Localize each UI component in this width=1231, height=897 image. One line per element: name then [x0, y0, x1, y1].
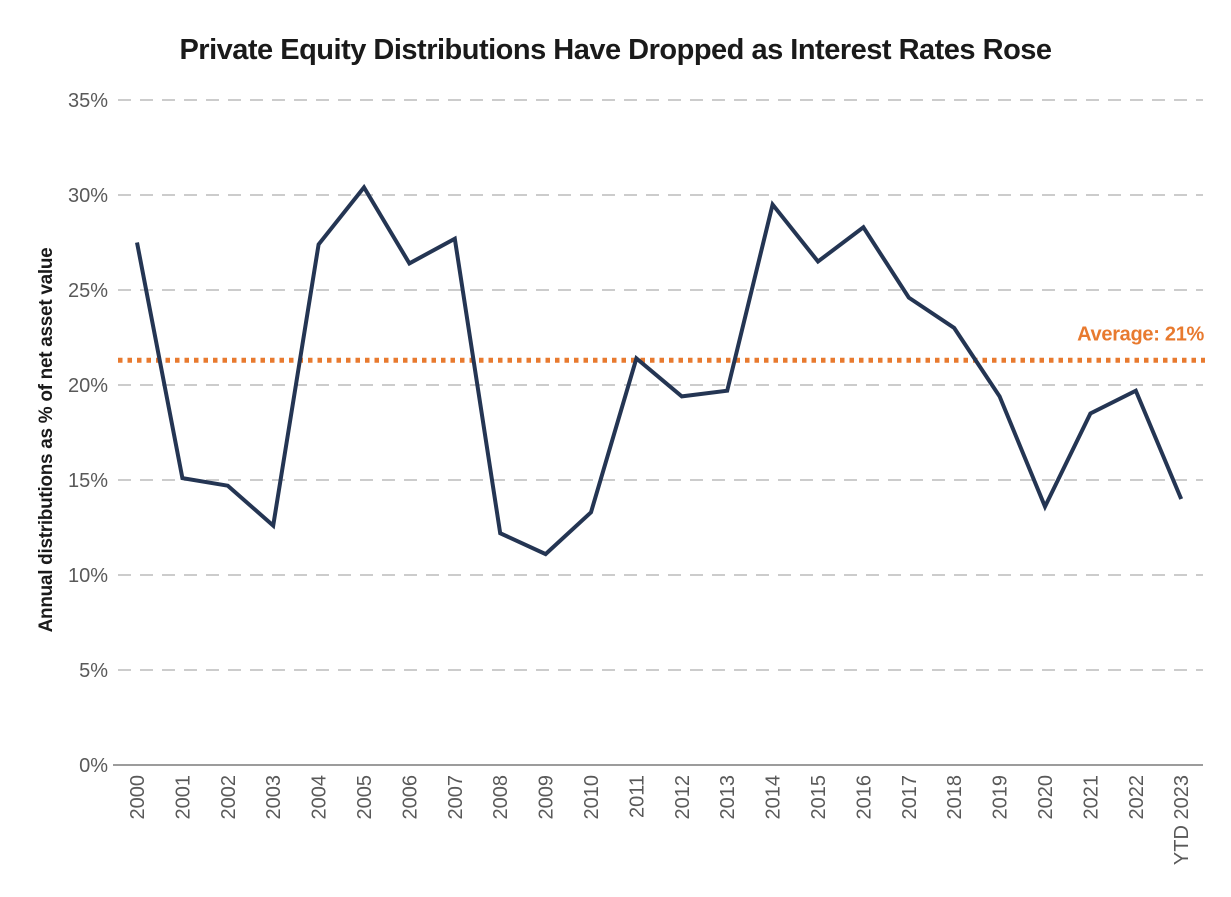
x-tick-label: 2005 — [354, 775, 376, 820]
x-tick-label: 2010 — [581, 775, 603, 820]
x-tick-label: 2006 — [399, 775, 421, 820]
y-tick-label: 5% — [79, 660, 108, 682]
x-tick-label: YTD 2023 — [1171, 775, 1193, 865]
y-tick-label: 35% — [68, 90, 108, 112]
x-tick-label: 2004 — [309, 775, 331, 820]
y-axis-title: Annual distributions as % of net asset v… — [36, 248, 57, 633]
x-tick-label: 2013 — [717, 775, 739, 820]
x-tick-label: 2020 — [1035, 775, 1057, 820]
y-tick-label: 0% — [79, 755, 108, 777]
y-tick-label: 20% — [68, 375, 108, 397]
x-tick-label: 2000 — [127, 775, 149, 820]
x-tick-label: 2007 — [445, 775, 467, 820]
x-tick-label: 2008 — [490, 775, 512, 820]
x-tick-label: 2011 — [626, 775, 648, 818]
x-tick-label: 2022 — [1126, 775, 1148, 820]
x-tick-label: 2019 — [990, 775, 1012, 820]
x-tick-label: 2014 — [763, 775, 785, 820]
x-tick-label: 2012 — [672, 775, 694, 820]
x-tick-label: 2009 — [536, 775, 558, 820]
y-tick-label: 10% — [68, 565, 108, 587]
x-tick-label: 2003 — [263, 775, 285, 820]
y-tick-label: 30% — [68, 185, 108, 207]
x-tick-label: 2018 — [944, 775, 966, 820]
x-tick-label: 2017 — [899, 775, 921, 820]
x-tick-label: 2021 — [1080, 775, 1102, 820]
average-label: Average: 21% — [1077, 323, 1204, 345]
y-tick-label: 25% — [68, 280, 108, 302]
x-tick-label: 2001 — [172, 775, 194, 820]
x-tick-label: 2002 — [218, 775, 240, 820]
data-line — [135, 183, 1184, 557]
x-tick-label: 2016 — [853, 775, 875, 820]
chart-title: Private Equity Distributions Have Droppe… — [179, 34, 1052, 66]
x-tick-label: 2015 — [808, 775, 830, 820]
y-tick-label: 15% — [68, 470, 108, 492]
